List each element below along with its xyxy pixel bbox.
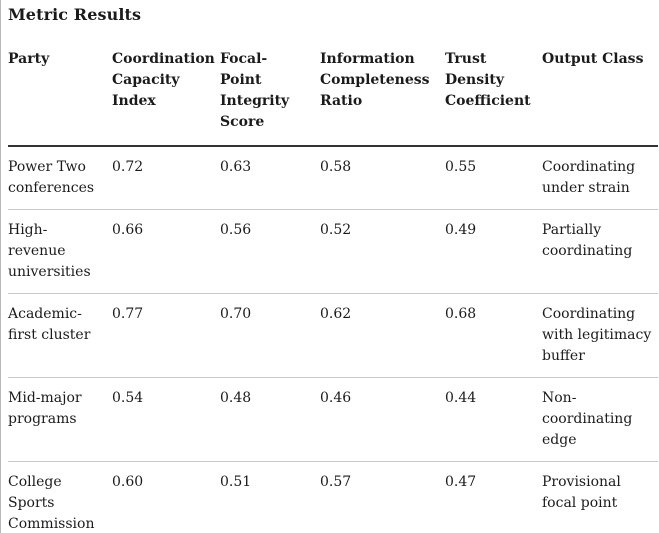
column-header-information-completeness-ratio: Information Completeness Ratio — [320, 39, 445, 147]
cell-party: High-revenue universities — [8, 209, 112, 294]
column-header-trust-density-coefficient: Trust Density Coefficient — [445, 39, 542, 147]
cell-trust-density-coefficient: 0.49 — [445, 209, 542, 294]
cell-party: Mid-major programs — [8, 377, 112, 462]
metric-results-table: Party Coordination Capacity Index Focal-… — [8, 39, 658, 533]
cell-output-class: Non-coordinating edge — [542, 377, 658, 462]
cell-focal-point-integrity-score: 0.56 — [220, 209, 320, 294]
cell-information-completeness-ratio: 0.58 — [320, 146, 445, 210]
cell-information-completeness-ratio: 0.57 — [320, 461, 445, 533]
cell-coordination-capacity-index: 0.66 — [112, 209, 220, 294]
cell-party: Academic-first cluster — [8, 293, 112, 378]
cell-trust-density-coefficient: 0.44 — [445, 377, 542, 462]
cell-output-class: Provisional focal point — [542, 461, 658, 533]
table-row: College Sports Commission 0.60 0.51 0.57… — [8, 461, 658, 533]
cell-output-class: Coordinating under strain — [542, 146, 658, 210]
cell-focal-point-integrity-score: 0.70 — [220, 293, 320, 378]
table-row: Mid-major programs 0.54 0.48 0.46 0.44 N… — [8, 377, 658, 462]
column-header-party: Party — [8, 39, 112, 147]
cell-coordination-capacity-index: 0.60 — [112, 461, 220, 533]
table-row: Academic-first cluster 0.77 0.70 0.62 0.… — [8, 293, 658, 378]
cell-party: College Sports Commission — [8, 461, 112, 533]
table-row: Power Two conferences 0.72 0.63 0.58 0.5… — [8, 146, 658, 210]
cell-information-completeness-ratio: 0.62 — [320, 293, 445, 378]
cell-output-class: Partially coordinating — [542, 209, 658, 294]
cell-information-completeness-ratio: 0.52 — [320, 209, 445, 294]
cell-coordination-capacity-index: 0.54 — [112, 377, 220, 462]
column-header-coordination-capacity-index: Coordination Capacity Index — [112, 39, 220, 147]
header-row: Party Coordination Capacity Index Focal-… — [8, 39, 658, 147]
cell-trust-density-coefficient: 0.55 — [445, 146, 542, 210]
cell-focal-point-integrity-score: 0.48 — [220, 377, 320, 462]
cell-focal-point-integrity-score: 0.63 — [220, 146, 320, 210]
cell-output-class: Coordinating with legitimacy buffer — [542, 293, 658, 378]
table-row: High-revenue universities 0.66 0.56 0.52… — [8, 209, 658, 294]
page-title: Metric Results — [8, 5, 142, 24]
column-header-focal-point-integrity-score: Focal-Point Integrity Score — [220, 39, 320, 147]
cell-coordination-capacity-index: 0.77 — [112, 293, 220, 378]
cell-information-completeness-ratio: 0.46 — [320, 377, 445, 462]
cell-focal-point-integrity-score: 0.51 — [220, 461, 320, 533]
cell-coordination-capacity-index: 0.72 — [112, 146, 220, 210]
column-header-output-class: Output Class — [542, 39, 658, 147]
cell-trust-density-coefficient: 0.47 — [445, 461, 542, 533]
cell-trust-density-coefficient: 0.68 — [445, 293, 542, 378]
cell-party: Power Two conferences — [8, 146, 112, 210]
